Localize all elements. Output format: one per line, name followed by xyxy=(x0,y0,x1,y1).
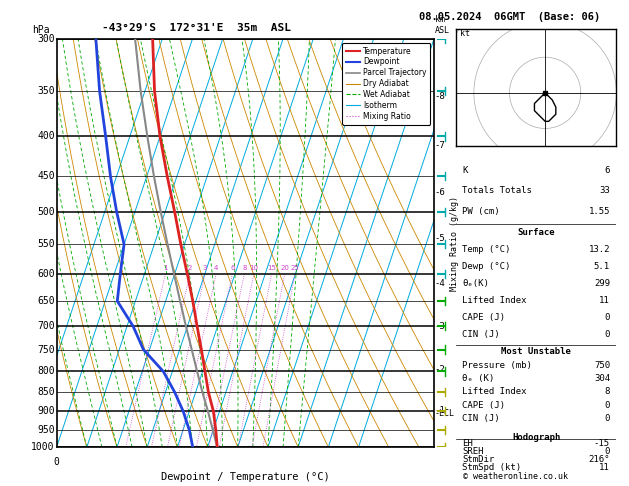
Text: CIN (J): CIN (J) xyxy=(462,414,500,423)
Text: 0: 0 xyxy=(604,330,610,339)
Text: 850: 850 xyxy=(37,387,55,397)
Text: StmDir: StmDir xyxy=(462,455,494,464)
Text: Mixing Ratio (g/kg): Mixing Ratio (g/kg) xyxy=(450,195,459,291)
Text: Lifted Index: Lifted Index xyxy=(462,295,527,305)
Text: 900: 900 xyxy=(37,406,55,417)
Text: 0: 0 xyxy=(604,312,610,322)
Text: 20: 20 xyxy=(281,265,289,271)
Text: 350: 350 xyxy=(37,86,55,96)
Text: 0: 0 xyxy=(604,400,610,410)
Text: PW (cm): PW (cm) xyxy=(462,207,500,215)
Text: hPa: hPa xyxy=(32,25,50,35)
Text: 400: 400 xyxy=(37,131,55,141)
Text: -1: -1 xyxy=(435,406,445,416)
Text: -7: -7 xyxy=(435,141,445,150)
Text: Most Unstable: Most Unstable xyxy=(501,347,571,356)
Text: 700: 700 xyxy=(37,321,55,331)
Text: 1.55: 1.55 xyxy=(589,207,610,215)
Text: 4: 4 xyxy=(214,265,218,271)
Text: CAPE (J): CAPE (J) xyxy=(462,400,506,410)
Text: Totals Totals: Totals Totals xyxy=(462,186,532,195)
Text: 550: 550 xyxy=(37,240,55,249)
Text: 6: 6 xyxy=(230,265,235,271)
Text: 5.1: 5.1 xyxy=(594,261,610,271)
Text: km
ASL: km ASL xyxy=(435,16,450,35)
Text: CAPE (J): CAPE (J) xyxy=(462,312,506,322)
Text: kt: kt xyxy=(460,29,470,38)
Text: 33: 33 xyxy=(599,186,610,195)
Text: 2: 2 xyxy=(187,265,192,271)
Text: Hodograph: Hodograph xyxy=(512,433,560,442)
Text: 13.2: 13.2 xyxy=(589,244,610,254)
Text: Dewp (°C): Dewp (°C) xyxy=(462,261,511,271)
Text: 299: 299 xyxy=(594,278,610,288)
Text: 950: 950 xyxy=(37,425,55,435)
Text: 15: 15 xyxy=(267,265,276,271)
Text: 216°: 216° xyxy=(589,455,610,464)
Text: Surface: Surface xyxy=(518,227,555,237)
Text: -4: -4 xyxy=(435,278,445,288)
Text: SREH: SREH xyxy=(462,447,484,456)
Legend: Temperature, Dewpoint, Parcel Trajectory, Dry Adiabat, Wet Adiabat, Isotherm, Mi: Temperature, Dewpoint, Parcel Trajectory… xyxy=(342,43,430,125)
Text: 1: 1 xyxy=(163,265,168,271)
Text: 11: 11 xyxy=(599,463,610,472)
Text: 10: 10 xyxy=(249,265,259,271)
Text: Pressure (mb): Pressure (mb) xyxy=(462,361,532,370)
Text: 8: 8 xyxy=(604,387,610,397)
Text: θₑ(K): θₑ(K) xyxy=(462,278,489,288)
Text: -2: -2 xyxy=(435,365,445,374)
Text: -8: -8 xyxy=(435,92,445,102)
Text: 0: 0 xyxy=(604,414,610,423)
Text: © weatheronline.co.uk: © weatheronline.co.uk xyxy=(464,472,568,481)
Text: Temp (°C): Temp (°C) xyxy=(462,244,511,254)
Text: 08.05.2024  06GMT  (Base: 06): 08.05.2024 06GMT (Base: 06) xyxy=(419,12,600,22)
Text: 500: 500 xyxy=(37,207,55,217)
Text: -5: -5 xyxy=(435,234,445,243)
Text: 650: 650 xyxy=(37,296,55,306)
Text: K: K xyxy=(462,166,468,175)
Text: 0: 0 xyxy=(604,447,610,456)
Text: 300: 300 xyxy=(37,34,55,44)
Text: 8: 8 xyxy=(242,265,247,271)
Text: 304: 304 xyxy=(594,374,610,383)
Text: Dewpoint / Temperature (°C): Dewpoint / Temperature (°C) xyxy=(161,471,330,482)
Text: 25: 25 xyxy=(291,265,299,271)
Text: 450: 450 xyxy=(37,172,55,181)
Text: CIN (J): CIN (J) xyxy=(462,330,500,339)
Text: 750: 750 xyxy=(594,361,610,370)
Text: 3: 3 xyxy=(203,265,207,271)
Text: θₑ (K): θₑ (K) xyxy=(462,374,494,383)
Text: -15: -15 xyxy=(594,439,610,449)
Text: 0: 0 xyxy=(53,457,60,468)
Text: 11: 11 xyxy=(599,295,610,305)
Text: 600: 600 xyxy=(37,269,55,279)
Text: -6: -6 xyxy=(435,188,445,197)
Text: 1000: 1000 xyxy=(31,442,55,452)
Text: -LCL: -LCL xyxy=(435,409,455,418)
Text: 6: 6 xyxy=(604,166,610,175)
Text: EH: EH xyxy=(462,439,473,449)
Text: 750: 750 xyxy=(37,345,55,355)
Text: -43°29'S  172°31'E  35m  ASL: -43°29'S 172°31'E 35m ASL xyxy=(102,23,291,33)
Text: Lifted Index: Lifted Index xyxy=(462,387,527,397)
Text: -3: -3 xyxy=(435,322,445,331)
Text: StmSpd (kt): StmSpd (kt) xyxy=(462,463,521,472)
Text: 800: 800 xyxy=(37,366,55,377)
